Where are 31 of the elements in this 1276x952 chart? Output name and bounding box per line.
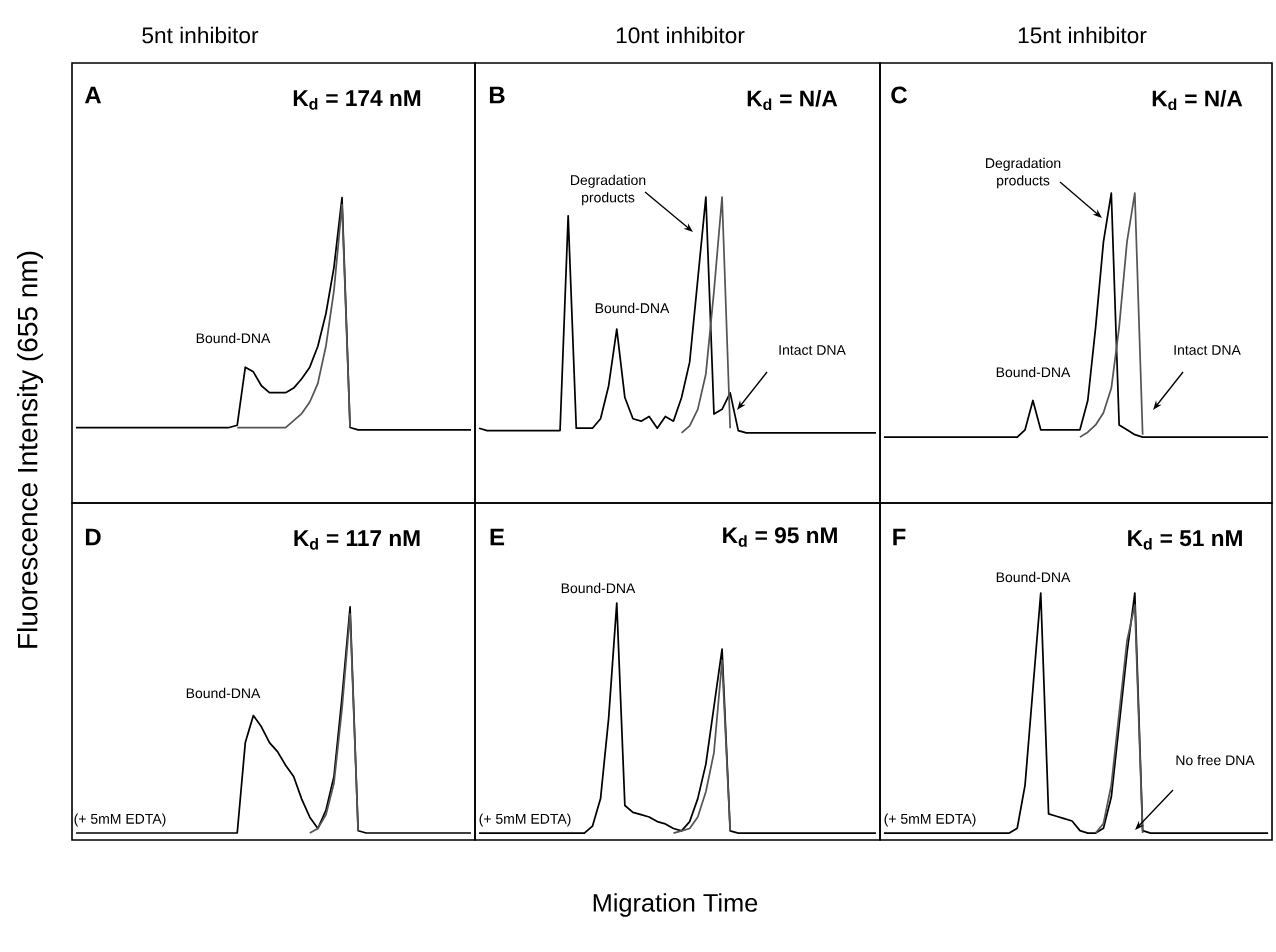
annotation: Bound-DNA	[196, 332, 271, 344]
text: K$_{d}$ = N/A	[1152, 89, 1243, 111]
annotation: Bound-DNA	[595, 302, 670, 314]
text: Degradation products	[986, 157, 1061, 189]
annotation: Bound-DNA	[186, 687, 261, 699]
text: D	[85, 528, 101, 546]
chart-title: 10nt inhibitor	[616, 26, 745, 44]
text: K$_{d}$ = 51 nM	[1128, 530, 1242, 550]
text: F	[893, 528, 906, 546]
text: K$_{d}$ = 174 nM	[293, 90, 421, 110]
annotation: No free DNA	[1176, 754, 1255, 766]
text: Bound-DNA	[996, 571, 1071, 583]
annotation: Intact DNA	[1174, 345, 1241, 355]
y-axis-title: Fluorescence Intensity (655 nm)	[16, 251, 44, 648]
chart-title: 15nt inhibitor	[1018, 26, 1147, 44]
text: K$_{d}$ = 117 nM	[294, 530, 420, 550]
annotation: (+ 5mM EDTA)	[479, 813, 571, 827]
text: A	[84, 86, 102, 104]
annotation: (+ 5mM EDTA)	[884, 813, 976, 827]
x-axis-title: Migration Time	[593, 893, 758, 917]
text: Bound-DNA	[561, 582, 636, 594]
text: C	[891, 86, 908, 104]
text: B	[489, 86, 505, 104]
annotation: Intact DNA	[779, 345, 846, 355]
chart-title: 5nt inhibitor	[142, 26, 259, 44]
annotation: Bound-DNA	[996, 366, 1071, 378]
text: K$_{d}$ = 95 nM	[723, 527, 837, 547]
text: E	[490, 528, 505, 546]
annotation: Degradation products	[571, 174, 646, 206]
text: K$_{d}$ = N/A	[747, 89, 838, 111]
annotation: (+ 5mM EDTA)	[74, 813, 166, 827]
